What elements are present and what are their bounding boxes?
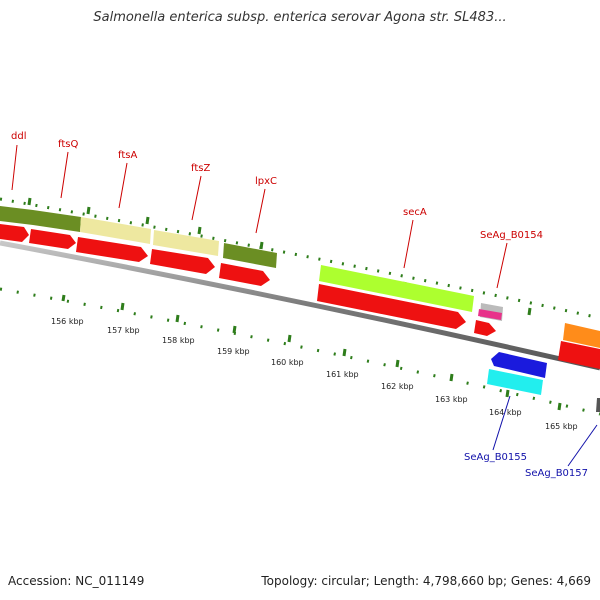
gene-label-secA[interactable]: secA xyxy=(403,207,427,218)
cds-arrow[interactable] xyxy=(29,229,76,249)
gene-bar-end[interactable] xyxy=(596,398,600,412)
scale-label: 159 kbp xyxy=(217,347,250,356)
scale-label: 161 kbp xyxy=(326,370,359,379)
gene-label-ftsA[interactable]: ftsA xyxy=(118,150,137,161)
cds-arrow[interactable] xyxy=(558,341,600,369)
gene-label-SeAg_B0154[interactable]: SeAg_B0154 xyxy=(480,230,543,241)
gene-labels: ddl ftsQ ftsA ftsZ lpxC secA SeAg_B0154 xyxy=(11,131,543,241)
gene-label-lines xyxy=(11,144,508,289)
scale-label: 163 kbp xyxy=(435,395,468,404)
scale-label: 160 kbp xyxy=(271,358,304,367)
gene-label-SeAg_B0157[interactable]: SeAg_B0157 xyxy=(525,468,588,479)
gene-label-ftsQ[interactable]: ftsQ xyxy=(58,139,78,150)
scale-labels: 156 kbp 157 kbp 158 kbp 159 kbp 160 kbp … xyxy=(51,317,578,431)
gene-bar-ddl[interactable] xyxy=(0,206,33,225)
topology-label: Topology: circular; Length: 4,798,660 bp… xyxy=(261,574,591,588)
cds-arrow[interactable] xyxy=(76,237,148,262)
cds-arrow[interactable] xyxy=(219,263,270,286)
gene-bar-SeAg_B0157[interactable] xyxy=(563,323,600,348)
scale-label: 156 kbp xyxy=(51,317,84,326)
gene-label-ddl[interactable]: ddl xyxy=(11,131,26,142)
gene-bar-ftsZ[interactable] xyxy=(153,230,219,256)
cds-arrow[interactable] xyxy=(317,284,466,329)
cds-arrow[interactable] xyxy=(150,249,215,274)
scale-label: 158 kbp xyxy=(162,336,195,345)
outer-tick-ring xyxy=(0,197,600,320)
map-title: Salmonella enterica subsp. enterica sero… xyxy=(93,10,507,25)
gene-label-SeAg_B0155[interactable]: SeAg_B0155 xyxy=(464,452,527,463)
backbone xyxy=(0,240,600,371)
lower-gene-labels: SeAg_B0155 SeAg_B0157 xyxy=(464,452,588,479)
gene-bar-SeAg_B0154b[interactable] xyxy=(478,309,502,320)
scale-label: 164 kbp xyxy=(489,408,522,417)
gene-bar-lpxC[interactable] xyxy=(223,243,277,268)
inner-tick-ring xyxy=(0,287,600,416)
gene-bar-SeAg_B0155b[interactable] xyxy=(487,369,543,395)
gene-bar-secA[interactable] xyxy=(319,265,474,312)
cds-arrows xyxy=(0,224,600,369)
cds-arrow[interactable] xyxy=(0,224,29,242)
scale-label: 157 kbp xyxy=(107,326,140,335)
lower-gene-label-lines xyxy=(492,395,598,467)
accession-label: Accession: NC_011149 xyxy=(8,574,145,588)
gene-bar-SeAg_B0155[interactable] xyxy=(491,352,547,378)
gene-bar-ftsQ[interactable] xyxy=(33,210,81,232)
major-ticks xyxy=(61,294,562,411)
scale-label: 162 kbp xyxy=(381,382,414,391)
scale-label: 165 kbp xyxy=(545,422,578,431)
gene-label-lpxC[interactable]: lpxC xyxy=(255,176,277,187)
cds-arrow[interactable] xyxy=(474,320,496,336)
gene-label-ftsZ[interactable]: ftsZ xyxy=(191,163,210,174)
gene-bar-ftsA[interactable] xyxy=(80,217,151,244)
